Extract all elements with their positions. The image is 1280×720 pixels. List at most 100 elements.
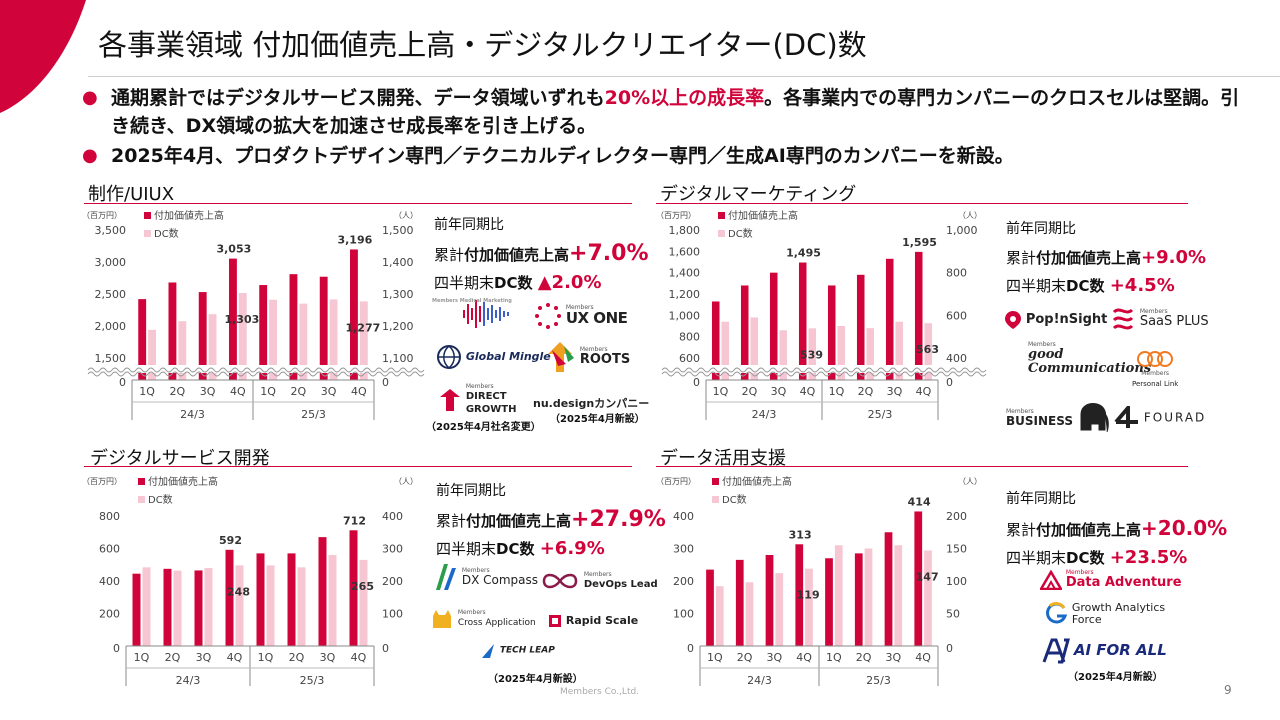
- bar-dc: [745, 582, 754, 646]
- x-group-label: 24/3: [752, 408, 777, 421]
- y2-tick-label: 200: [946, 510, 967, 523]
- logo-roots: Members ROOTS: [544, 340, 630, 374]
- logo-ai-for-all: AI FOR ALL: [1042, 638, 1167, 664]
- x-tick-label: 1Q: [258, 651, 274, 664]
- yoy-dc-prefix: 四半期末: [1006, 277, 1067, 295]
- bullet-1-text-pre: 通期累計ではデジタルサービス開発、データ領域いずれも: [111, 87, 605, 109]
- yoy-sales-label: 付加価値売上高: [464, 246, 570, 264]
- bar-sales: [138, 299, 147, 380]
- y-tick-label: 1,200: [669, 288, 701, 301]
- section-rule-uiux: [84, 203, 632, 204]
- bar-sales: [711, 301, 720, 380]
- x-tick-label: 3Q: [196, 651, 212, 664]
- bar-sales: [769, 272, 778, 380]
- logo-good-communications: Members good Communications: [1028, 341, 1151, 376]
- y2-tick-label: 400: [946, 352, 967, 365]
- bar-dc: [359, 559, 368, 646]
- axis-break-line: [661, 371, 987, 377]
- logo-rapid-scale-text: Rapid Scale: [565, 614, 639, 628]
- logo-cross-app-text: Cross Application: [457, 617, 536, 628]
- yoy-dc-value: +23.5%: [1109, 547, 1188, 568]
- data-label-sales: 313: [789, 528, 812, 541]
- logo-roots-text: ROOTS: [579, 352, 631, 368]
- page-title: 各事業領域 付加価値売上高・デジタルクリエイター(DC)数: [98, 28, 867, 62]
- bar-dc: [208, 314, 217, 380]
- bar-dc: [866, 328, 875, 380]
- g-icon: [1046, 602, 1068, 624]
- bar-dc: [715, 586, 724, 646]
- y2-tick-label: 0: [946, 642, 953, 655]
- logo-data-adventure-sub: Members: [1065, 569, 1094, 577]
- logo-saasplus-text: SaaS PLUS: [1139, 314, 1209, 330]
- section-title-service-dev: デジタルサービス開発: [90, 448, 270, 469]
- pin-icon: [1005, 311, 1021, 329]
- yoy-dc-value: ▲2.0%: [537, 272, 602, 293]
- legend-dc-swatch: [138, 496, 145, 503]
- section-title-uiux: 制作/UIUX: [88, 184, 175, 205]
- bar-dc: [894, 545, 903, 646]
- yoy-dc-value: +6.9%: [539, 538, 605, 559]
- legend-dc-label: DC数: [154, 227, 179, 240]
- bar-dc: [837, 326, 846, 380]
- yoy-label: 前年同期比: [436, 483, 506, 499]
- x-tick-label: 4Q: [796, 651, 812, 664]
- bar-sales: [885, 258, 894, 380]
- x-group-label: 25/3: [866, 674, 891, 687]
- logo-growth-analytics: Growth Analytics Force: [1044, 602, 1168, 626]
- legend-dc-swatch: [718, 230, 725, 237]
- y-tick-label: 1,500: [95, 352, 127, 365]
- legend-dc-swatch: [712, 496, 719, 503]
- data-label-sales: 1,495: [786, 247, 821, 260]
- direct-icon: [440, 388, 460, 411]
- x-tick-label: 3Q: [886, 651, 902, 664]
- bar-sales: [825, 558, 833, 646]
- logo-ai-for-all-text: AI FOR ALL: [1073, 641, 1167, 660]
- bar-sales: [914, 251, 923, 380]
- bar-sales: [706, 569, 714, 646]
- bar-sales: [349, 530, 358, 646]
- x-tick-label: 4Q: [227, 651, 243, 664]
- y2-axis-unit: （人）: [394, 477, 418, 486]
- y2-tick-label: 200: [382, 575, 403, 588]
- logo-nu-design: nu.designカンパニー: [533, 397, 650, 410]
- x-tick-label: 1Q: [260, 385, 276, 398]
- x-group-label: 24/3: [180, 408, 205, 421]
- rings-icon: [1137, 351, 1174, 367]
- y-tick-label: 800: [99, 510, 120, 523]
- bar-dc: [266, 565, 275, 646]
- logo-devops-lead: Members DevOps Lead: [540, 571, 658, 591]
- bar-dc: [924, 550, 932, 646]
- bar-dc: [779, 330, 788, 380]
- section-title-marketing: デジタルマーケティング: [660, 184, 857, 205]
- data-label-dc: 1,277: [345, 321, 380, 334]
- y2-tick-label: 100: [382, 608, 403, 621]
- y2-axis-unit: （人）: [394, 211, 418, 220]
- data-label-sales: 414: [908, 495, 931, 508]
- y2-tick-label: 50: [946, 608, 960, 621]
- data-label-dc: 265: [351, 580, 374, 593]
- bullet-2: ● 2025年4月、プロダクトデザイン専門／テクニカルディレクター専門／生成AI…: [82, 142, 1252, 170]
- x-group-label: 24/3: [747, 674, 772, 687]
- legend-sales-swatch: [144, 212, 151, 219]
- logo-global-mingle: Global Mingle: [436, 344, 551, 370]
- x-tick-label: 4Q: [351, 651, 367, 664]
- x-group-label: 24/3: [176, 674, 201, 687]
- yoy-sales-prefix: 累計: [434, 246, 465, 264]
- roots-icon: [548, 342, 574, 372]
- yoy-dc-value: +4.5%: [1109, 275, 1175, 296]
- x-group-label: 25/3: [868, 408, 893, 421]
- data-label-sales: 712: [343, 514, 366, 527]
- bullet-dot-icon: ●: [82, 145, 98, 166]
- logo-data-adventure: Members Data Adventure: [1038, 569, 1182, 591]
- yoy-label: 前年同期比: [434, 217, 504, 233]
- legend-sales-label: 付加価値売上高: [148, 475, 218, 488]
- leap-icon: [482, 644, 494, 658]
- bullet-1: ● 通期累計ではデジタルサービス開発、データ領域いずれも20%以上の成長率。各事…: [82, 84, 1252, 140]
- bar-dc: [808, 328, 817, 380]
- yoy-dc-prefix: 四半期末: [1006, 549, 1067, 567]
- x-tick-label: 4Q: [351, 385, 367, 398]
- x-group-label: 25/3: [301, 408, 326, 421]
- x-tick-label: 1Q: [134, 651, 150, 664]
- logo-popinsight: Pop!nSight: [1004, 310, 1107, 330]
- legend-dc-label: DC数: [722, 493, 747, 506]
